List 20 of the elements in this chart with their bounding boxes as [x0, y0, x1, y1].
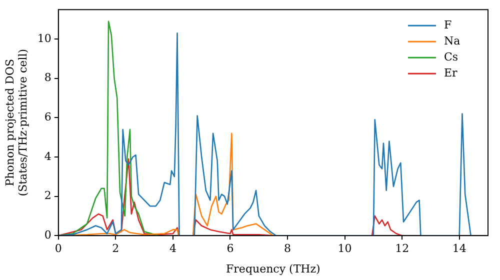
- x-tick-label: 8: [284, 242, 292, 256]
- y-axis-title: Phonon projected DOS (States/THz·primitive cell): [3, 48, 30, 196]
- x-tick-label: 14: [452, 242, 466, 256]
- x-tick-label: 2: [112, 242, 120, 256]
- y-tick-label: 0: [44, 228, 52, 242]
- legend-label: Cs: [444, 50, 458, 64]
- x-tick-label: 10: [338, 242, 352, 256]
- y-tick-label: 2: [44, 189, 52, 202]
- legend-label: Er: [444, 66, 458, 80]
- x-tick-label: 12: [395, 242, 410, 256]
- x-tick-label: 4: [169, 242, 176, 256]
- x-tick-label: 0: [54, 242, 62, 256]
- x-tick-label: 6: [226, 242, 234, 256]
- x-axis-title: Frequency (THz): [226, 262, 320, 276]
- legend-label: F: [444, 18, 452, 32]
- y-tick-label: 8: [44, 71, 52, 84]
- y-tick-label: 10: [37, 32, 52, 45]
- y-tick-label: 6: [44, 110, 52, 124]
- legend-label: Na: [444, 34, 461, 48]
- y-tick-label: 4: [44, 150, 52, 163]
